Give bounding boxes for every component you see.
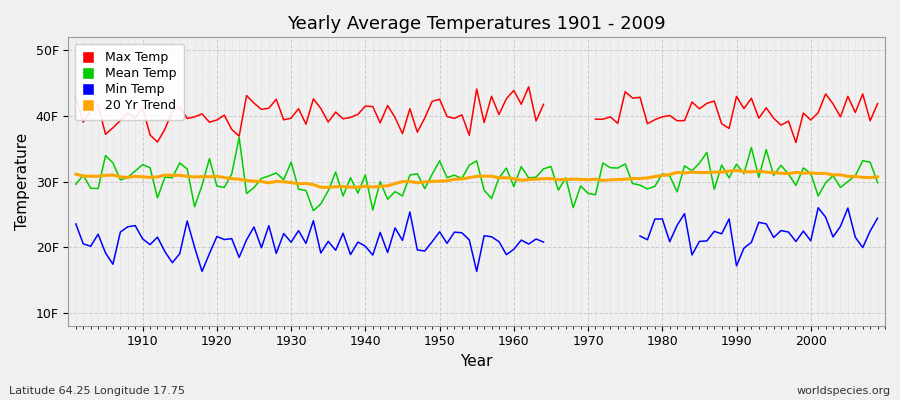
Line: 20 Yr Trend: 20 Yr Trend [76,170,878,187]
Min Temp [70,222,81,226]
Title: Yearly Average Temperatures 1901 - 2009: Yearly Average Temperatures 1901 - 2009 [287,15,666,33]
Max Temp [605,114,616,119]
Mean Temp [516,164,526,169]
Mean Temp [234,135,245,140]
Mean Temp [353,191,364,196]
Mean Temp [130,168,140,173]
Text: Latitude 64.25 Longitude 17.75: Latitude 64.25 Longitude 17.75 [9,386,185,396]
20 Yr Trend [323,185,334,190]
Line: Min Temp: Min Temp [76,208,878,272]
Max Temp [501,96,512,101]
Line: Max Temp: Max Temp [76,87,878,142]
Max Temp [70,95,81,100]
Text: worldspecies.org: worldspecies.org [796,386,891,396]
Mean Temp [872,180,883,185]
Min Temp [293,228,304,233]
Max Temp [872,101,883,106]
Max Temp [338,116,348,121]
Min Temp [501,252,512,257]
20 Yr Trend [605,178,616,182]
Min Temp [508,247,519,252]
Mean Temp [301,188,311,193]
Line: Mean Temp: Mean Temp [76,138,878,211]
20 Yr Trend [293,181,304,186]
20 Yr Trend [508,176,519,181]
Min Temp [130,223,140,228]
Mean Temp [308,208,319,213]
Max Temp [130,116,140,120]
20 Yr Trend [345,185,356,190]
Mean Temp [612,166,623,170]
20 Yr Trend [516,178,526,183]
Min Temp [872,216,883,220]
Min Temp [338,231,348,236]
20 Yr Trend [872,174,883,179]
20 Yr Trend [731,168,742,173]
Legend: Max Temp, Mean Temp, Min Temp, 20 Yr Trend: Max Temp, Mean Temp, Min Temp, 20 Yr Tre… [75,44,184,120]
Mean Temp [523,176,534,180]
20 Yr Trend [130,174,140,179]
Max Temp [508,88,519,93]
Y-axis label: Temperature: Temperature [15,133,30,230]
Mean Temp [70,182,81,187]
X-axis label: Year: Year [461,354,493,369]
Max Temp [293,106,304,111]
20 Yr Trend [70,172,81,176]
